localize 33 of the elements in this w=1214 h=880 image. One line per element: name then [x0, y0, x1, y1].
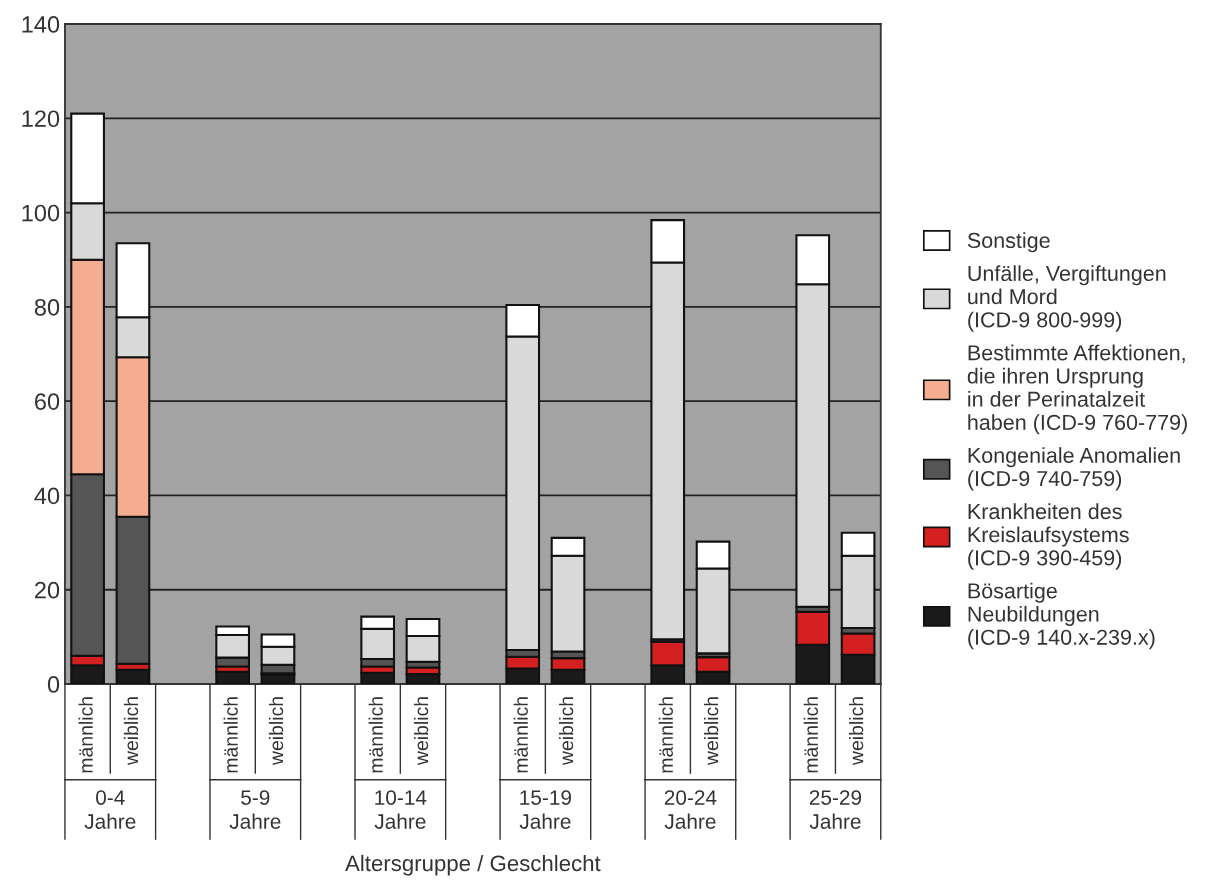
- y-tick-label: 120: [22, 110, 60, 128]
- x-tick-label: männlich: [658, 697, 673, 773]
- y-tick-label: 60: [35, 393, 60, 410]
- x-tick-label: männlich: [803, 697, 818, 773]
- text: 0-4 Jahre: [84, 790, 136, 829]
- legend-label: Kongeniale Anomalien (ICD-9 740-759): [968, 447, 1180, 491]
- legend-label: Sonstige: [967, 232, 1050, 253]
- text: 20-24 Jahre: [664, 790, 717, 829]
- x-axis-title: Altersgruppe / Geschlecht: [345, 854, 601, 876]
- x-tick-label: weiblich: [413, 697, 429, 766]
- x-tick-label: männlich: [223, 697, 238, 773]
- text: 5-9 Jahre: [229, 790, 281, 829]
- y-tick-label: 80: [34, 298, 60, 316]
- x-tick-label: weiblich: [849, 697, 864, 766]
- x-tick-label: weiblich: [704, 697, 719, 766]
- x-tick-label: männlich: [368, 697, 383, 773]
- legend-label: Bestimmte Affektionen, die ihren Ursprung in der Perinatalzeit haben (ICD-9 760-779): [967, 344, 1187, 435]
- x-tick-label: weiblich: [558, 697, 574, 766]
- y-tick-label: 100: [22, 204, 60, 222]
- y-tick-label: 0: [47, 676, 60, 693]
- y-tick-label: 140: [22, 16, 60, 33]
- y-tick-label: 20: [35, 581, 60, 599]
- x-tick-label: männlich: [78, 697, 93, 773]
- x-tick-label: weiblich: [123, 697, 139, 766]
- y-tick-label: 40: [34, 487, 60, 505]
- x-tick-label: weiblich: [268, 697, 284, 766]
- legend-label: Unfälle, Vergiftungen und Mord (ICD-9 800-999): [968, 265, 1166, 332]
- x-tick-label: männlich: [513, 697, 528, 773]
- text: 10-14 Jahre: [374, 790, 427, 829]
- text: 15-19 Jahre: [519, 790, 572, 829]
- legend-label: Bösartige Neubildungen (ICD-9 140.x-239.x): [968, 582, 1155, 650]
- text: 25-29 Jahre: [809, 790, 862, 829]
- legend-label: Krankheiten des Kreislaufsystems (ICD-9 390-459): [968, 503, 1129, 570]
